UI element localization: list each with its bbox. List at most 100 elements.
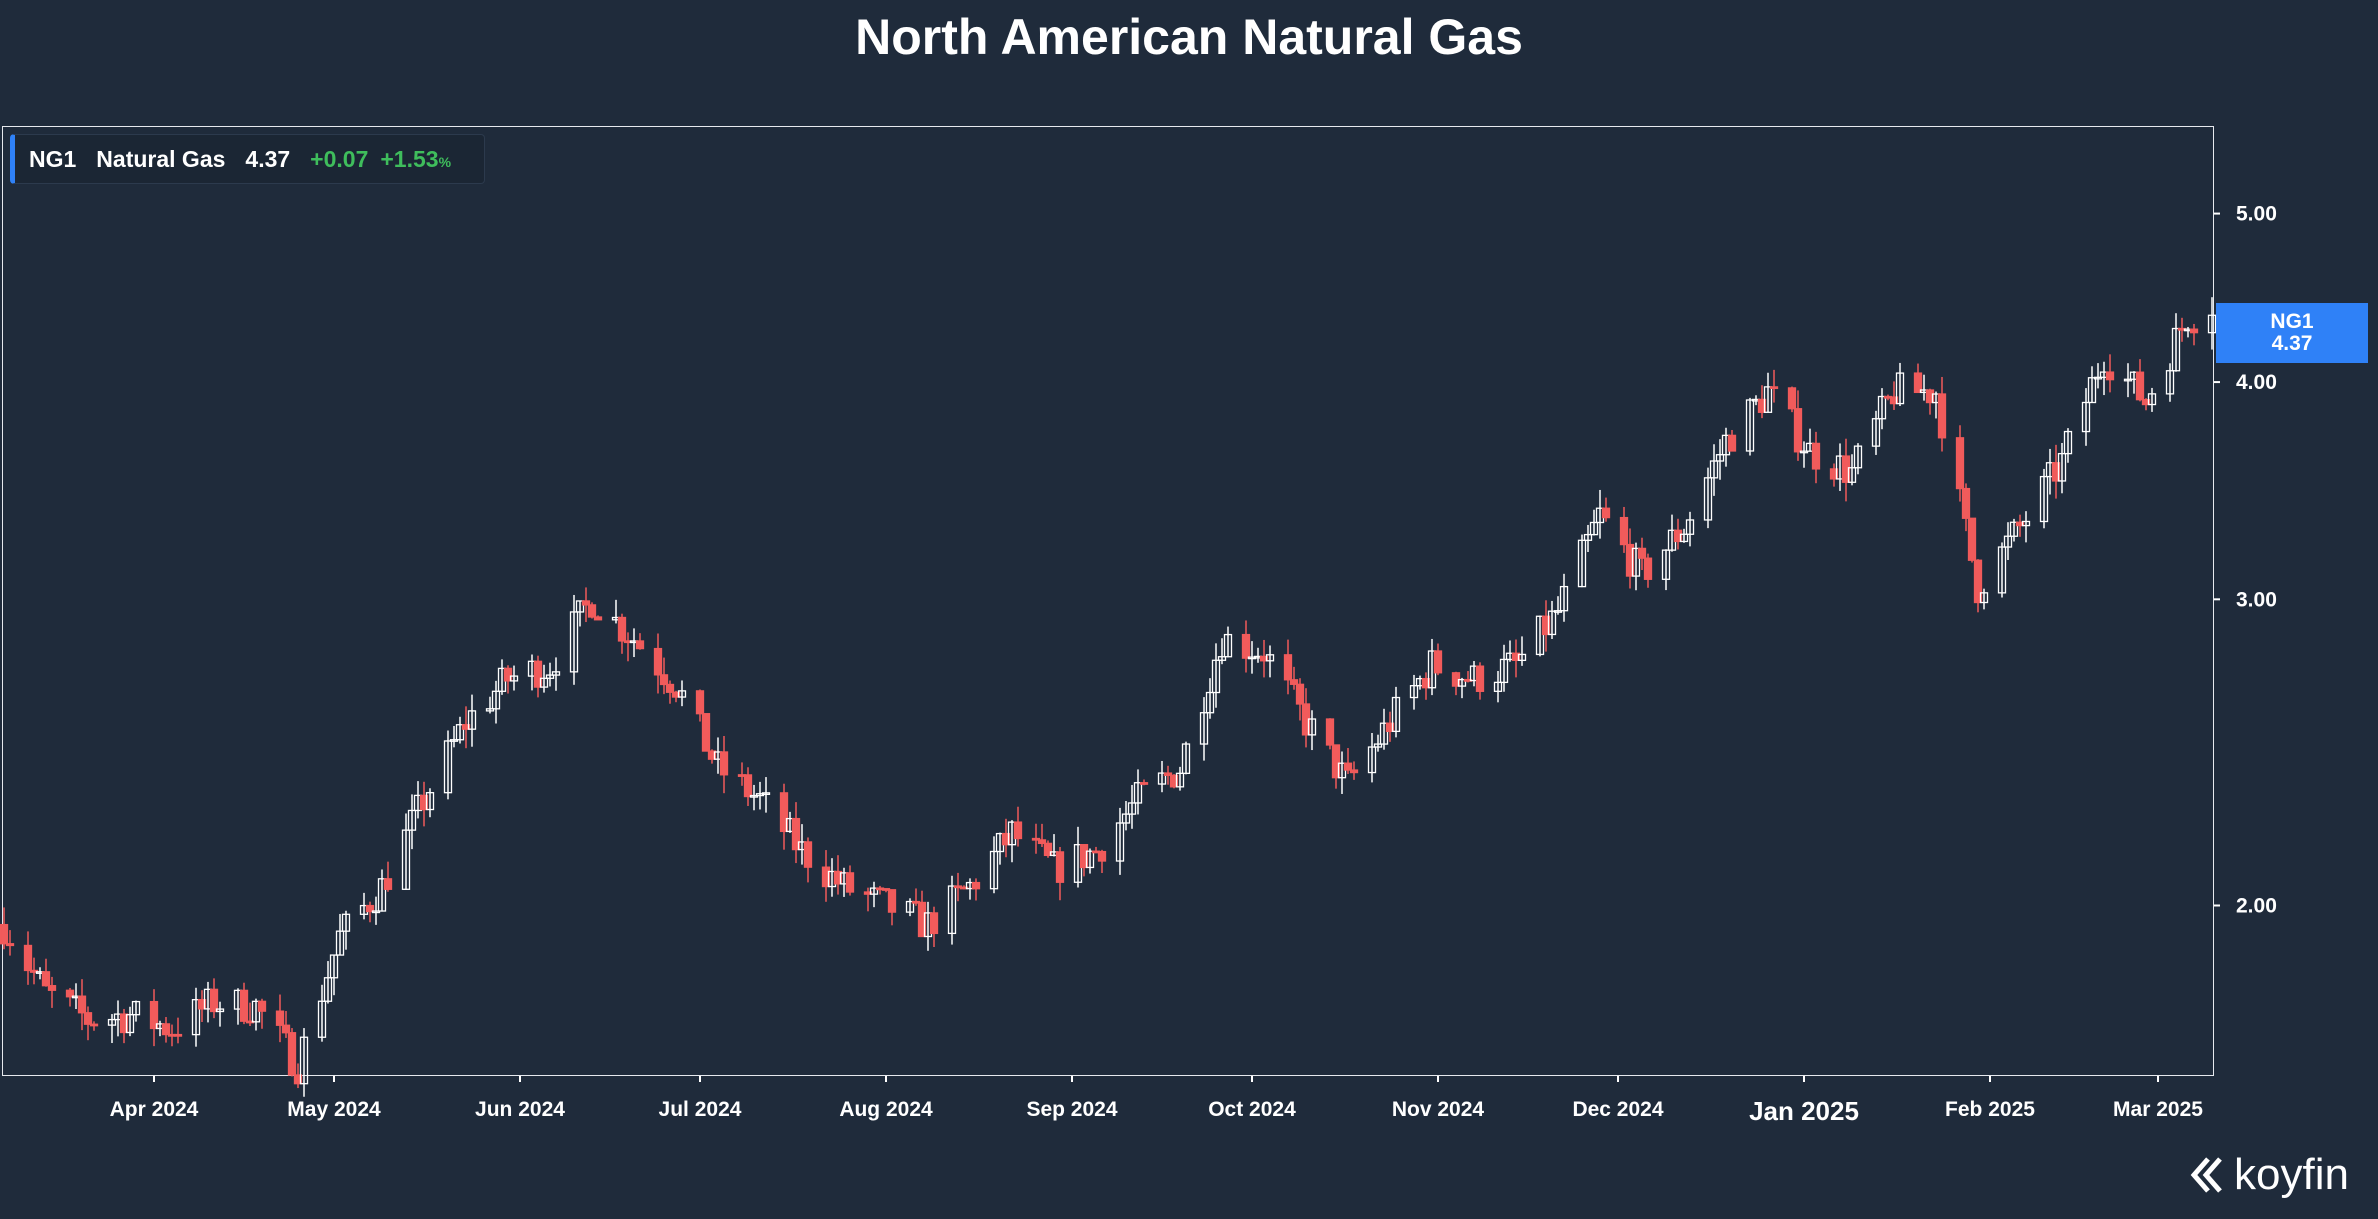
candle-up — [407, 794, 417, 850]
candle-body — [1679, 533, 1689, 543]
candle-down — [23, 931, 33, 985]
candle-body — [539, 677, 549, 688]
candle-down — [461, 706, 471, 749]
candle-up — [1127, 784, 1137, 829]
candle-down — [659, 657, 669, 695]
candle-down — [1295, 678, 1305, 721]
candle-body — [2051, 462, 2061, 482]
candle-body — [1409, 685, 1419, 699]
candle-up — [329, 954, 339, 996]
candle-body — [2015, 521, 2025, 527]
candle-body — [749, 794, 759, 798]
candle-down — [257, 998, 267, 1029]
candle-down — [671, 690, 681, 703]
chart-title: North American Natural Gas — [855, 9, 1523, 65]
candle-down — [1259, 639, 1269, 678]
candle-up — [761, 777, 771, 813]
candle-body — [191, 999, 201, 1036]
candle-down — [2189, 323, 2199, 346]
candle-up — [1997, 542, 2007, 598]
candle-body — [695, 690, 705, 715]
candle-body — [971, 881, 981, 890]
candle-body — [1199, 712, 1209, 745]
candle-down — [1889, 381, 1899, 410]
candle-up — [1265, 645, 1275, 678]
candle-body — [2081, 401, 2091, 433]
candle-body — [1385, 722, 1395, 733]
candle-up — [755, 781, 765, 810]
candle-body — [1001, 832, 1011, 846]
candle-body — [467, 710, 477, 730]
candle-down — [635, 633, 645, 650]
candle-down — [2105, 354, 2115, 393]
candle-body — [323, 977, 333, 1002]
candle-body — [1547, 610, 1557, 636]
candle-body — [617, 616, 627, 642]
candle-body — [581, 600, 591, 606]
legend-change-pct-value: +1.53 — [380, 145, 439, 172]
candle-body — [287, 1032, 297, 1076]
candle-body — [1541, 615, 1551, 636]
candle-body — [317, 1000, 327, 1038]
x-tick-label: Jun 2024 — [475, 1098, 565, 1121]
candle-body — [635, 640, 645, 650]
candle-body — [1973, 559, 1983, 604]
candle-body — [671, 691, 681, 698]
candle-down — [1241, 620, 1251, 673]
candle-body — [2003, 535, 2013, 548]
candle-body — [887, 889, 897, 913]
candle-down — [1727, 429, 1737, 452]
candle-body — [2141, 399, 2151, 406]
candle-body — [1433, 650, 1443, 674]
y-tick-label: 5.00 — [2236, 203, 2277, 226]
candle-down — [1163, 765, 1173, 785]
candle-body — [1841, 455, 1851, 483]
candle-up — [2009, 518, 2019, 542]
candle-down — [1973, 559, 1983, 613]
candle-down — [2141, 398, 2151, 411]
candle-down — [47, 976, 57, 1008]
candle-body — [443, 740, 453, 794]
candle-body — [1889, 396, 1899, 405]
series-legend[interactable]: NG1 Natural Gas 4.37 +0.07 +1.53% — [10, 134, 485, 184]
candle-down — [1601, 497, 1611, 522]
candle-body — [401, 829, 411, 890]
candle-body — [701, 713, 711, 752]
candle-body — [455, 724, 465, 741]
candle-body — [905, 900, 915, 913]
plot-area[interactable] — [2, 126, 2214, 1076]
candle-up — [869, 881, 879, 908]
candle-body — [665, 683, 675, 693]
candle-body — [845, 872, 855, 893]
candle-body — [275, 1010, 285, 1026]
candle-up — [2039, 468, 2049, 529]
x-tick-label: Mar 2025 — [2113, 1098, 2203, 1121]
candle-body — [1619, 516, 1629, 546]
candle-down — [1625, 528, 1635, 589]
legend-change-pct: +1.53% — [380, 146, 451, 173]
candle-down — [2015, 514, 2025, 537]
candle-up — [749, 784, 759, 811]
candle-body — [1685, 519, 1695, 535]
candle-body — [1133, 782, 1143, 804]
candle-down — [1787, 386, 1797, 413]
candle-body — [2171, 327, 2181, 372]
candle-body — [1589, 521, 1599, 536]
candle-up — [1379, 708, 1389, 750]
candle-up — [2093, 363, 2103, 389]
candle-body — [299, 1036, 309, 1085]
candle-down — [821, 850, 831, 902]
candle-up — [449, 725, 459, 748]
candle-down — [1325, 718, 1335, 750]
y-axis: 2.00 3.00 4.00 5.00 — [2214, 203, 2277, 917]
candle-body — [2093, 376, 2103, 380]
candle-body — [1097, 850, 1107, 862]
candle-up — [1577, 534, 1587, 588]
candle-body — [1559, 585, 1569, 612]
candle-up — [2147, 387, 2157, 412]
legend-change: +0.07 — [310, 145, 369, 172]
candle-up — [1547, 600, 1557, 639]
candle-up — [1631, 542, 1641, 591]
candle-down — [197, 990, 207, 1023]
x-tick-label: Oct 2024 — [1208, 1098, 1296, 1121]
